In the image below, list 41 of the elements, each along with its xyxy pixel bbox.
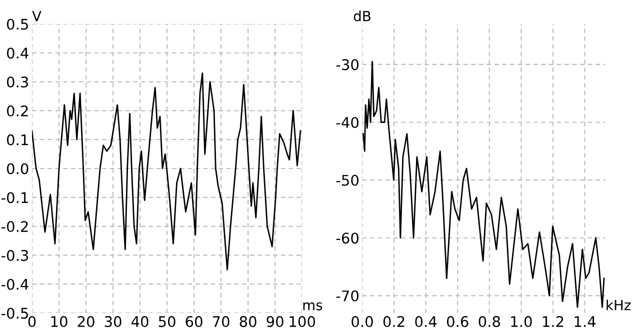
x-tick-label: 1.4 [574, 316, 596, 327]
y-tick-label: -0.5 [1, 308, 28, 319]
y-tick-label: 0.0 [6, 163, 28, 174]
y-tick-label: -0.4 [1, 278, 28, 290]
line-series [362, 60, 605, 308]
line-series [32, 72, 302, 270]
x-axis-title: ms [303, 302, 322, 310]
x-tick-label: 20 [78, 316, 94, 328]
y-tick-label: 0.3 [6, 76, 28, 88]
x-tick-label: 40 [131, 316, 148, 328]
x-axis-title: kHz [606, 300, 631, 310]
y-tick-label: -70 [336, 290, 358, 302]
y-tick-label: -60 [336, 232, 358, 244]
y-tick-label: -0.3 [1, 250, 28, 261]
x-tick-label: 100 [290, 316, 316, 328]
x-tick-label: 10 [51, 316, 68, 328]
x-tick-label: 0 [28, 316, 36, 328]
x-tick-label: 0.2 [383, 316, 404, 328]
y-tick-label: 0.4 [6, 48, 28, 59]
y-tick-label: 0.2 [6, 105, 28, 116]
x-tick-label: 50 [158, 316, 176, 328]
x-tick-label: 30 [104, 316, 122, 328]
x-tick-label: 1.0 [511, 316, 532, 328]
y-tick-label: -50 [336, 174, 358, 186]
x-tick-label: 70 [212, 316, 230, 328]
x-tick-label: 80 [240, 316, 256, 328]
y-tick-label: -30 [336, 59, 358, 70]
y-tick-label: -0.1 [1, 192, 28, 204]
x-tick-label: 60 [186, 316, 202, 328]
x-tick-label: 0.6 [446, 316, 468, 328]
x-tick-label: 90 [266, 316, 284, 328]
y-tick-label: -40 [336, 116, 358, 128]
y-tick-label: 0.5 [6, 18, 28, 30]
x-tick-label: 0.8 [478, 316, 500, 328]
x-tick-label: 0.0 [352, 316, 373, 328]
y-tick-label: 0.1 [6, 134, 28, 146]
y-axis-title: dB [354, 10, 370, 22]
x-tick-label: 1.2 [542, 316, 564, 327]
y-tick-label: -0.2 [1, 221, 28, 232]
x-tick-label: 0.4 [415, 316, 437, 328]
y-axis-title: V [32, 10, 42, 22]
